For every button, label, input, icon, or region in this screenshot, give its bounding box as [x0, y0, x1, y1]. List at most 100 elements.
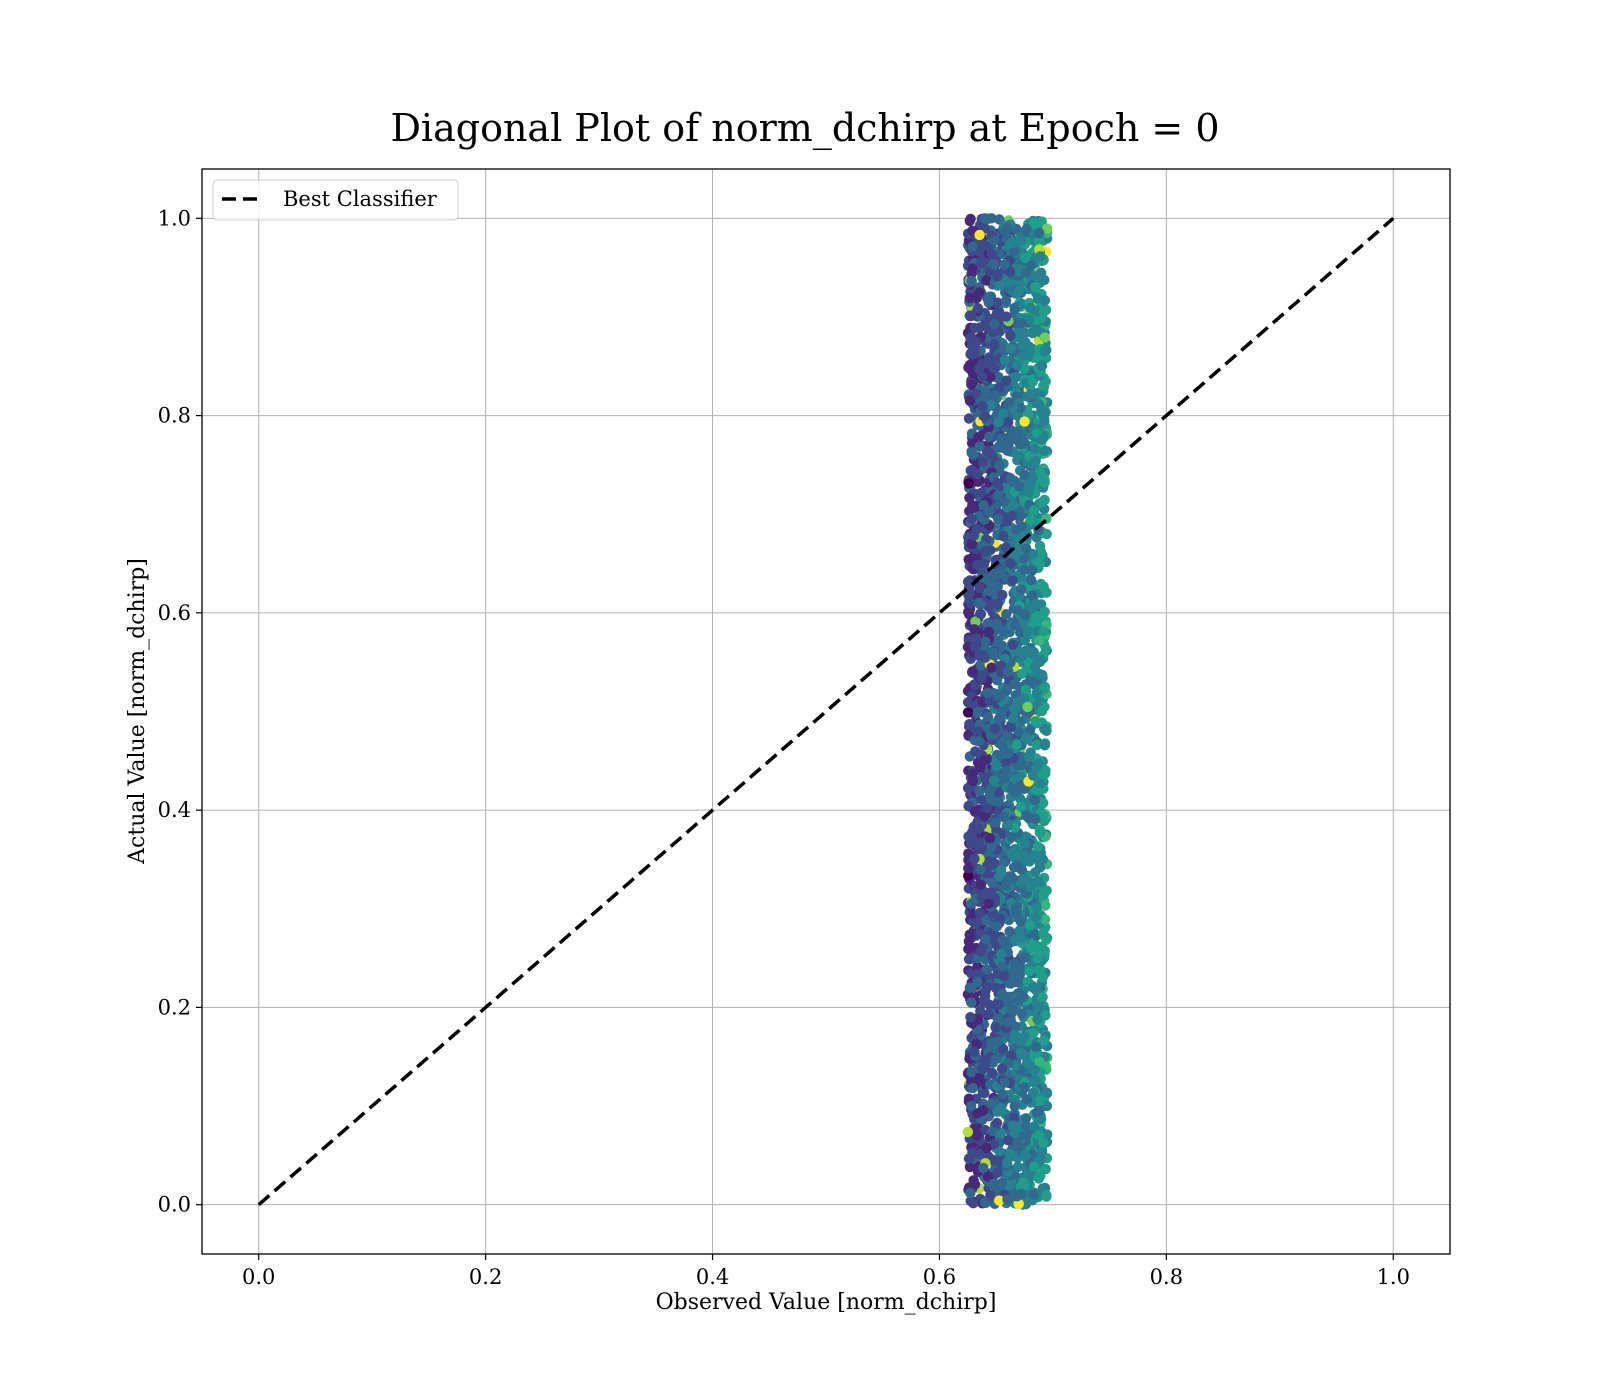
scatter-point [1013, 994, 1024, 1006]
scatter-point [1041, 1100, 1053, 1112]
scatter-point [963, 589, 974, 601]
scatter-point [968, 449, 979, 461]
scatter-point [975, 599, 986, 610]
scatter-point [982, 687, 993, 699]
scatter-point [1024, 966, 1035, 977]
scatter-point [1006, 848, 1017, 859]
y-tick-label: 0.4 [158, 798, 191, 822]
scatter-point [1029, 795, 1041, 806]
scatter-point [975, 660, 986, 671]
scatter-point [992, 297, 1003, 308]
scatter-point [980, 934, 991, 945]
scatter-point [1036, 216, 1047, 227]
scatter-point [1020, 684, 1031, 695]
scatter-point [999, 496, 1011, 507]
scatter-point [974, 441, 985, 452]
scatter-point [989, 581, 1000, 593]
scatter-point [1038, 581, 1049, 592]
scatter-point [991, 921, 1003, 932]
scatter-point [989, 318, 1000, 330]
scatter-point [1019, 416, 1030, 427]
scatter-point [984, 791, 996, 802]
scatter-point [1034, 1056, 1045, 1067]
scatter-point [972, 917, 983, 928]
scatter-point [963, 863, 974, 874]
scatter-point [1002, 223, 1013, 234]
scatter-point [1038, 929, 1049, 940]
scatter-point [996, 706, 1008, 717]
scatter-point [969, 806, 981, 817]
scatter-point [963, 578, 975, 589]
scatter-point [998, 1043, 1009, 1055]
scatter-point [1012, 1161, 1024, 1173]
scatter-point [998, 531, 1009, 542]
scatter-point [1038, 413, 1050, 424]
scatter-point [964, 215, 975, 227]
scatter-point [1038, 810, 1049, 821]
scatter-point [995, 948, 1007, 959]
scatter-point [1022, 701, 1033, 713]
scatter-point [967, 768, 978, 780]
scatter-point [1027, 565, 1038, 576]
scatter-point [1008, 1004, 1019, 1015]
scatter-point [1016, 668, 1027, 679]
chart-title: Diagonal Plot of norm_dchirp at Epoch = … [390, 106, 1219, 151]
scatter-point [986, 662, 997, 673]
scatter-point [983, 626, 994, 638]
scatter-point [1026, 942, 1037, 954]
scatter-point [999, 354, 1011, 366]
scatter-point [1039, 274, 1050, 286]
scatter-point [990, 1053, 1002, 1065]
scatter-point [1033, 236, 1045, 247]
scatter-point [994, 460, 1005, 471]
y-tick-label: 0.6 [158, 601, 191, 625]
scatter-point [1001, 1157, 1013, 1169]
scatter-point [974, 735, 985, 747]
scatter-point [1001, 609, 1012, 620]
scatter-point [989, 363, 1000, 375]
scatter-point [1004, 266, 1016, 277]
scatter-point [1027, 770, 1039, 781]
scatter-point [983, 292, 994, 304]
scatter-point [985, 1189, 996, 1201]
scatter-point [1025, 302, 1036, 314]
x-axis-ticks: 0.0 0.2 0.4 0.6 0.8 1.0 [242, 1254, 1410, 1289]
scatter-point [1008, 1122, 1020, 1134]
scatter-point [1036, 497, 1048, 508]
scatter-point [1019, 253, 1031, 264]
scatter-point [967, 263, 978, 274]
scatter-point [996, 641, 1007, 652]
scatter-point [973, 363, 985, 374]
scatter-point [997, 961, 1008, 972]
scatter-point [965, 1012, 976, 1023]
scatter-point [1028, 1189, 1039, 1201]
scatter-point [1001, 880, 1012, 891]
scatter-point [1003, 397, 1015, 408]
scatter-point [979, 991, 991, 1002]
scatter-point [968, 530, 980, 541]
scatter-point [993, 416, 1004, 428]
scatter-point [999, 1077, 1010, 1089]
scatter-point [972, 727, 983, 738]
scatter-point [1006, 967, 1018, 978]
scatter-point [975, 864, 986, 875]
scatter-point [1034, 540, 1046, 552]
scatter-point [1036, 705, 1048, 717]
scatter-point [1040, 900, 1051, 911]
scatter-point [969, 853, 980, 864]
scatter-point [999, 259, 1010, 270]
scatter-point [1032, 953, 1044, 964]
scatter-point [1016, 318, 1027, 329]
scatter-point [966, 513, 978, 524]
scatter-point [983, 1008, 994, 1020]
scatter-point [1011, 359, 1023, 371]
scatter-point [1037, 434, 1048, 445]
scatter-point [1026, 575, 1037, 586]
scatter-point [1028, 505, 1040, 516]
scatter-point [1035, 549, 1047, 561]
scatter-point [1038, 626, 1050, 637]
x-tick-label: 0.8 [1150, 1265, 1183, 1289]
scatter-point [1007, 639, 1019, 650]
